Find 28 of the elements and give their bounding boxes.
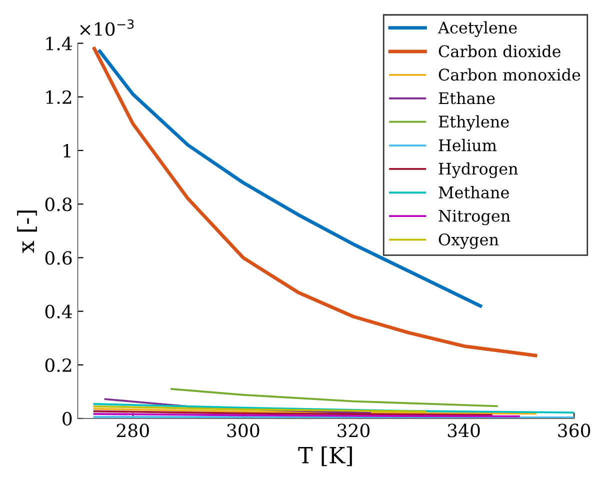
line-series (93, 403, 574, 414)
legend-label: Ethylene (438, 115, 509, 131)
text: ×10$^{−3}$ (80, 19, 134, 36)
x-tick-label: 340 (448, 424, 480, 438)
y-tick-label: 0.6 (45, 251, 72, 265)
line-series (170, 388, 498, 408)
legend-label: Oxygen (438, 233, 499, 249)
legend-label: Ethane (438, 92, 495, 104)
x-tick-label: 300 (227, 424, 260, 438)
y-tick-label: 1 (64, 144, 70, 158)
y-axis-title: x [-] (17, 210, 37, 253)
y-tick-label: 1.2 (46, 90, 72, 104)
y-tick-label: 1.4 (46, 36, 72, 50)
legend-label: Acetylene (438, 21, 517, 37)
x-tick-label: 360 (558, 424, 590, 438)
y-tick-label: 0.2 (45, 358, 72, 372)
legend-label: Helium (438, 138, 497, 152)
legend-label: Nitrogen (438, 210, 510, 226)
x-tick-label: 280 (116, 424, 149, 438)
y-tick-label: 0.4 (45, 304, 72, 318)
x-tick-label: 320 (338, 424, 370, 438)
legend-label: Carbon monoxide (438, 68, 580, 81)
y-tick-label: 0.8 (45, 198, 72, 212)
legend-label: Hydrogen (438, 162, 518, 178)
x-axis-title: T [K] (298, 446, 352, 466)
y-tick-label: 0 (62, 412, 72, 426)
legend-label: Carbon dioxide (438, 44, 560, 58)
legend-label: Methane (438, 186, 509, 198)
